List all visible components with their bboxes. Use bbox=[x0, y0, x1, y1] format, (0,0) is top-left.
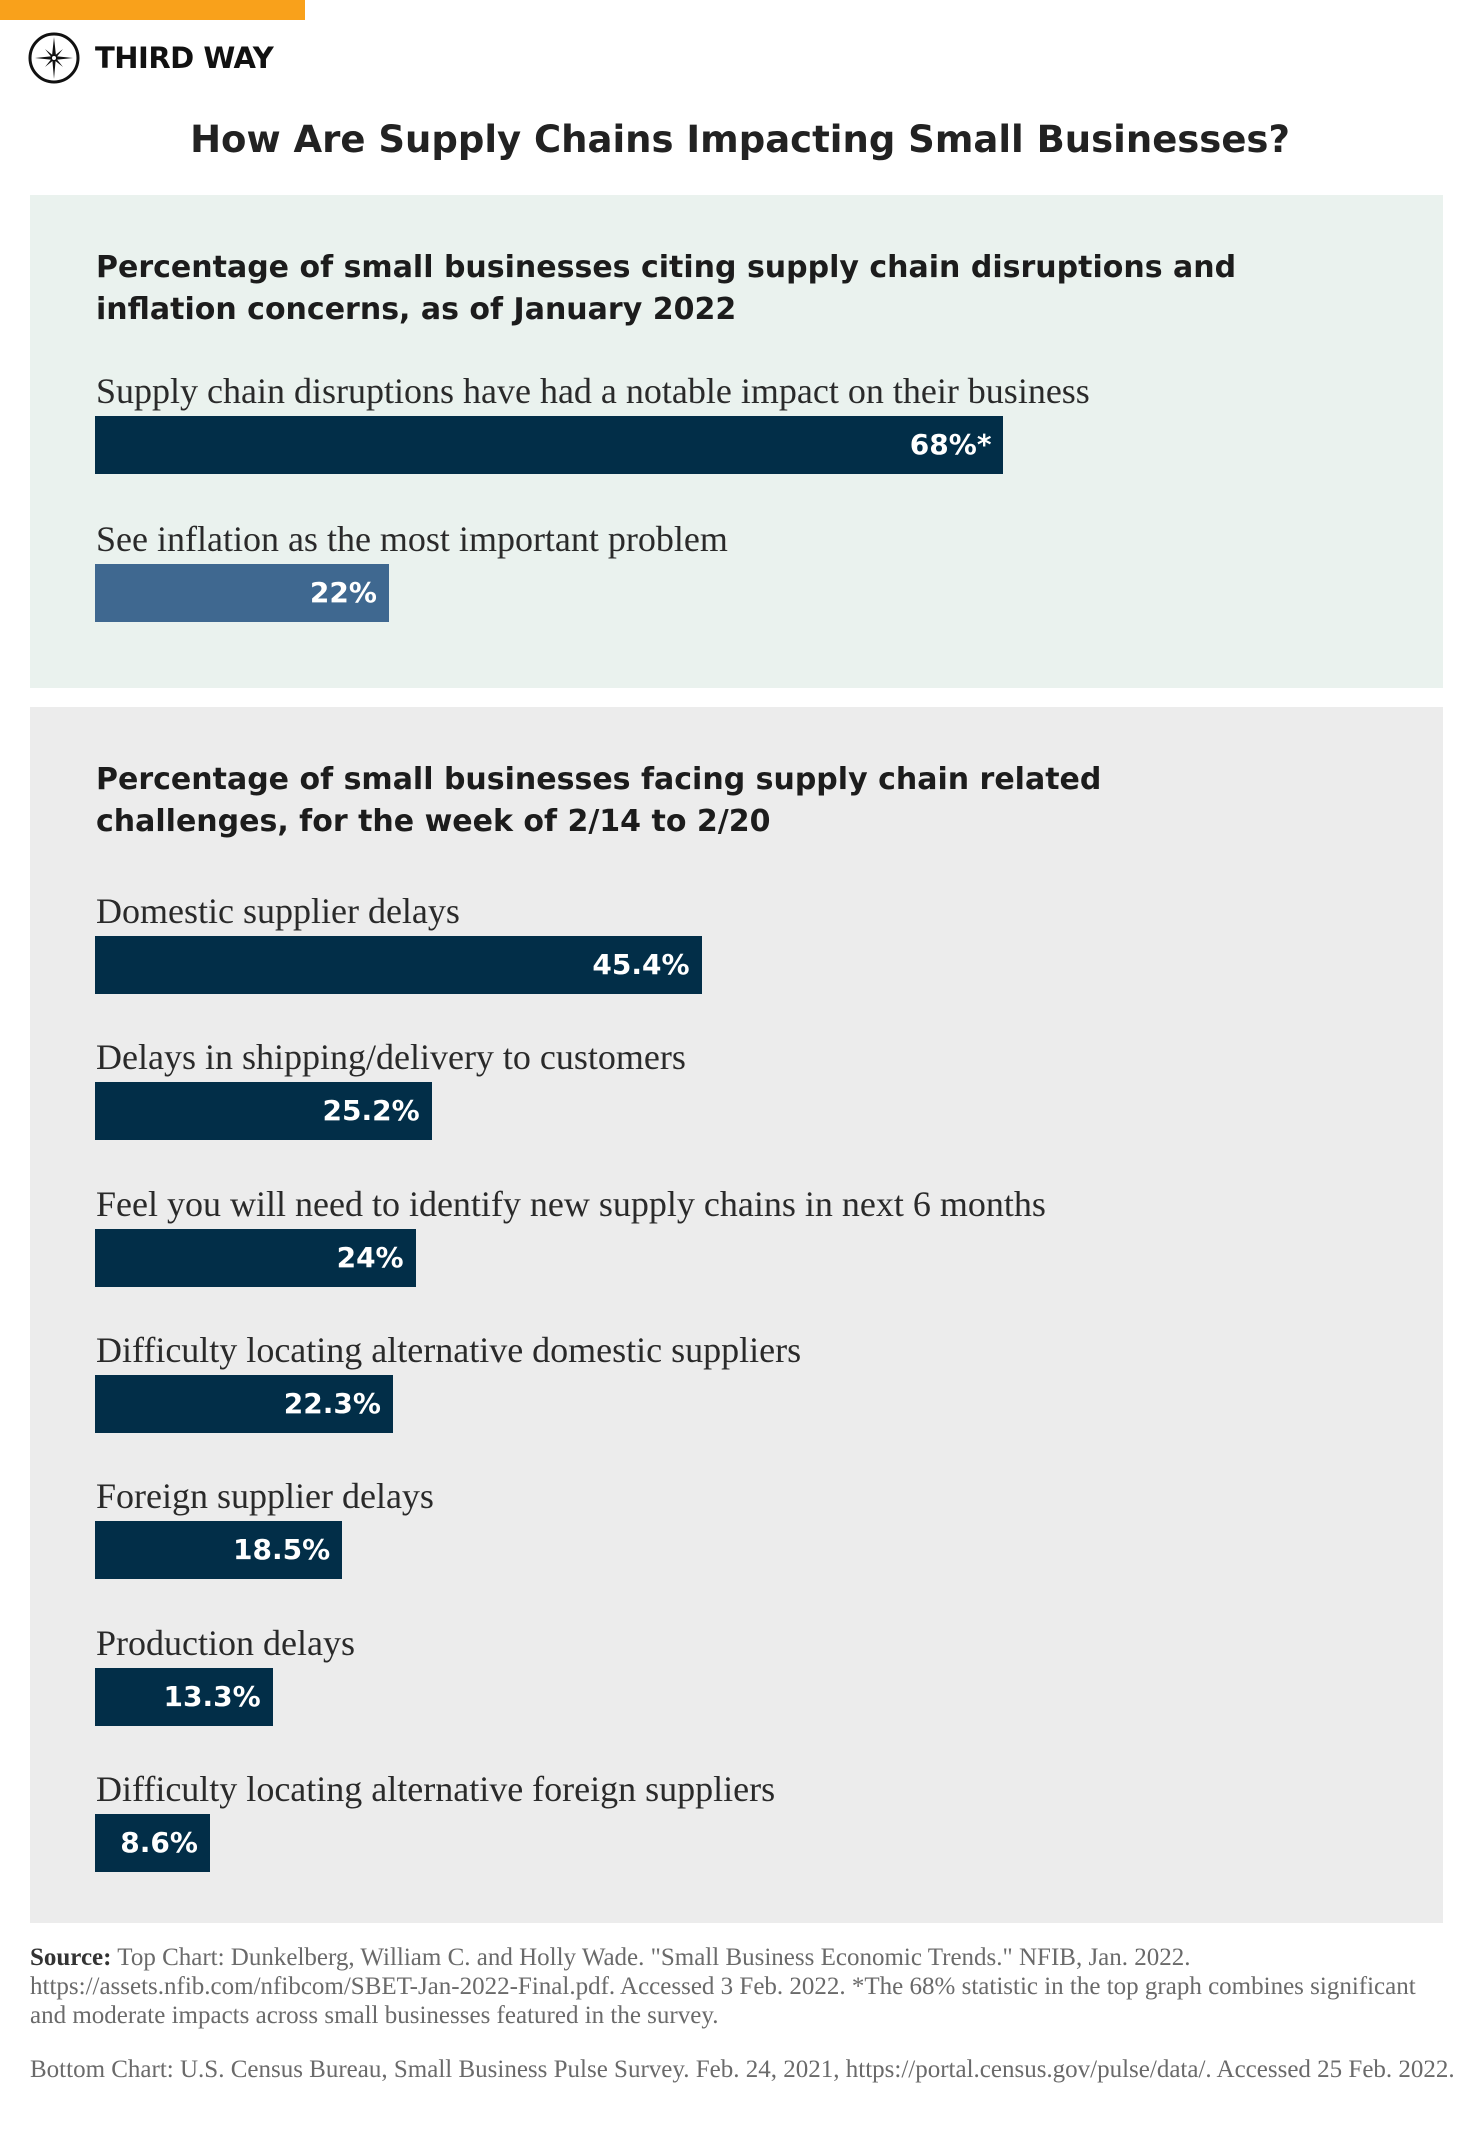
page-title: How Are Supply Chains Impacting Small Bu… bbox=[190, 118, 1290, 161]
bar-category-label: See inflation as the most important prob… bbox=[96, 519, 728, 559]
bar-value-label: 24% bbox=[336, 1240, 404, 1274]
chart-title: Percentage of small businesses facing su… bbox=[96, 759, 1396, 843]
bar-value-label: 25.2% bbox=[322, 1094, 420, 1128]
bar-category-label: Delays in shipping/delivery to customers bbox=[96, 1037, 686, 1078]
source-note-top: Source: Top Chart: Dunkelberg, William C… bbox=[30, 1943, 1455, 2030]
top-chart-panel: Percentage of small businesses citing su… bbox=[30, 195, 1443, 688]
chart-title-line: inflation concerns, as of January 2022 bbox=[96, 292, 737, 327]
bar-value-label: 45.4% bbox=[592, 948, 690, 981]
bottom-chart-panel: Percentage of small businesses facing su… bbox=[30, 707, 1443, 1923]
source-label: Source: bbox=[30, 1944, 112, 1971]
bar-category-label: Domestic supplier delays bbox=[96, 891, 460, 931]
chart-title: Percentage of small businesses citing su… bbox=[96, 247, 1396, 331]
bar-value-label: 18.5% bbox=[233, 1533, 331, 1567]
bar-category-label: Production delays bbox=[96, 1622, 355, 1663]
bar-category-label: Foreign supplier delays bbox=[96, 1476, 434, 1517]
bar: 8.6% bbox=[95, 1813, 210, 1872]
bar-value-label: 13.3% bbox=[163, 1679, 261, 1713]
logo: THIRD WAY bbox=[27, 30, 274, 86]
brand-name: THIRD WAY bbox=[95, 41, 274, 75]
bar-category-label: Difficulty locating alternative domestic… bbox=[96, 1329, 802, 1370]
bar: 22.3% bbox=[95, 1374, 393, 1433]
bar: 18.5% bbox=[95, 1521, 343, 1580]
bar-category-label: Supply chain disruptions have had a nota… bbox=[96, 371, 1090, 411]
source-top-text: Top Chart: Dunkelberg, William C. and Ho… bbox=[30, 1944, 1416, 2029]
bar: 25.2% bbox=[95, 1082, 432, 1141]
bar-value-label: 22% bbox=[309, 576, 377, 609]
bar: 22% bbox=[95, 564, 389, 622]
bar: 24% bbox=[95, 1228, 416, 1287]
bar-category-label: Feel you will need to identify new suppl… bbox=[96, 1183, 1046, 1224]
chart-title-line: Percentage of small businesses citing su… bbox=[96, 250, 1237, 285]
chart-title-line: Percentage of small businesses facing su… bbox=[96, 762, 1102, 797]
bar-value-label: 8.6% bbox=[120, 1825, 198, 1859]
accent-bar bbox=[0, 0, 305, 20]
source-note-bottom: Bottom Chart: U.S. Census Bureau, Small … bbox=[30, 2056, 1455, 2083]
bar-value-label: 68%* bbox=[909, 428, 992, 461]
bar: 68%* bbox=[95, 416, 1004, 474]
chart-title-line: challenges, for the week of 2/14 to 2/20 bbox=[96, 804, 771, 839]
bar-value-label: 22.3% bbox=[283, 1386, 381, 1420]
bar-category-label: Difficulty locating alternative foreign … bbox=[96, 1768, 776, 1809]
bar: 45.4% bbox=[95, 936, 702, 994]
bar: 13.3% bbox=[95, 1667, 273, 1726]
compass-star-icon bbox=[28, 32, 80, 84]
